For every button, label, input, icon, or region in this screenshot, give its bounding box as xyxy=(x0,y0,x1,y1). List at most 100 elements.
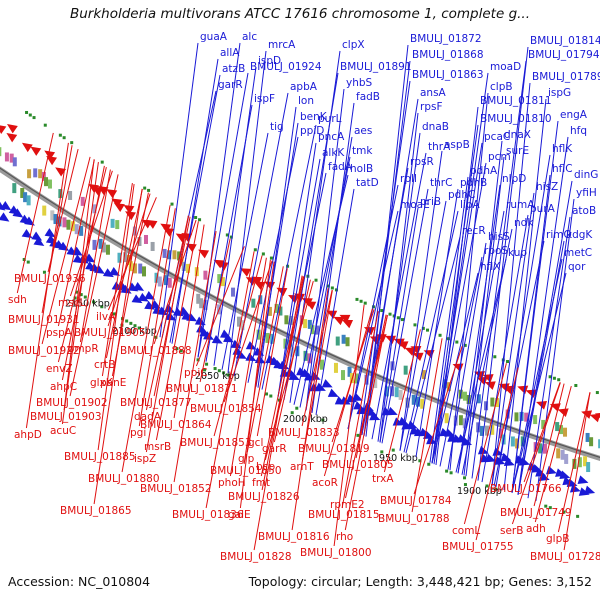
forward-gene-arrow xyxy=(559,470,571,480)
reverse-gene-arrow xyxy=(111,198,123,208)
kbp-tick-mark xyxy=(463,483,467,487)
reverse-gene-label: BMULJ_01905 xyxy=(74,327,146,339)
gene-feature-block xyxy=(42,205,47,216)
green-marker xyxy=(265,392,269,396)
reverse-gene-arrow xyxy=(240,268,252,277)
gene-feature-block xyxy=(373,378,378,389)
green-marker xyxy=(225,233,229,237)
gene-feature-block xyxy=(335,336,340,346)
forward-gene-leader-line xyxy=(197,72,249,358)
forward-gene-label: rimO xyxy=(546,229,572,241)
forward-gene-arrow xyxy=(131,294,143,304)
gene-feature-block xyxy=(278,306,283,316)
reverse-gene-label: BMULJ_01826 xyxy=(228,491,300,503)
gene-feature-block xyxy=(0,147,2,157)
gene-feature-block xyxy=(394,387,399,398)
gene-feature-block xyxy=(345,337,350,347)
forward-gene-label: ispF xyxy=(254,93,275,105)
reverse-gene-leader-line xyxy=(79,169,111,343)
green-marker xyxy=(125,319,129,323)
reverse-gene-label: galE xyxy=(228,509,251,521)
kbp-tick-label: 1950 kbp xyxy=(373,453,418,464)
kbp-tick-label: 2050 kbp xyxy=(195,371,240,382)
green-marker xyxy=(359,299,363,303)
forward-gene-arrow xyxy=(369,411,381,421)
reverse-gene-leader-line xyxy=(341,311,379,509)
reverse-gene-label: BMULJ_01854 xyxy=(190,403,262,415)
reverse-gene-label: BMULJ_01836 xyxy=(172,509,244,521)
green-marker xyxy=(485,484,489,488)
gene-feature-block xyxy=(163,275,168,286)
green-marker xyxy=(330,286,334,290)
kbp-tick-mark xyxy=(203,368,207,372)
forward-gene-label: hflX xyxy=(480,261,500,273)
reverse-gene-leader-line xyxy=(557,392,591,533)
green-marker xyxy=(269,394,273,398)
reverse-gene-leader-line xyxy=(463,363,507,525)
gene-feature-block xyxy=(462,418,467,429)
reverse-gene-arrow xyxy=(326,310,338,319)
gene-feature-block xyxy=(563,427,568,437)
green-marker xyxy=(548,375,552,379)
reverse-gene-leader-line xyxy=(121,205,171,473)
reverse-gene-label: BMULJ_01728 xyxy=(530,551,600,563)
forward-gene-arrow xyxy=(144,290,156,300)
reverse-gene-arrow xyxy=(557,408,569,417)
reverse-gene-label: bcp xyxy=(256,461,275,473)
reverse-gene-arrow xyxy=(213,259,225,269)
reverse-gene-label: BMULJ_01853 xyxy=(180,437,252,449)
reverse-gene-arrow xyxy=(484,381,496,390)
reverse-gene-leader-line xyxy=(345,315,388,499)
forward-gene-arrow xyxy=(24,216,35,226)
reverse-gene-leader-line xyxy=(63,159,95,411)
kbp-tick-label: 2100 kbp xyxy=(112,326,157,337)
forward-gene-label: tatD xyxy=(356,177,379,189)
forward-gene-arrow xyxy=(0,201,12,211)
forward-gene-leader-line xyxy=(449,92,489,471)
gene-feature-block xyxy=(341,334,346,344)
reverse-gene-label: acuC xyxy=(50,425,76,437)
gene-feature-block xyxy=(267,306,272,316)
forward-gene-arrow xyxy=(245,341,257,350)
gene-feature-block xyxy=(354,373,359,384)
gene-feature-block xyxy=(589,437,594,447)
forward-gene-leader-line xyxy=(399,200,447,451)
green-marker xyxy=(562,510,566,514)
forward-gene-label: rumA xyxy=(506,199,535,211)
reverse-gene-leader-line xyxy=(213,255,263,437)
forward-gene-leader-line xyxy=(431,162,487,464)
forward-gene-label: BMULJ_01811 xyxy=(480,95,552,107)
green-marker xyxy=(269,256,273,260)
forward-gene-leader-line xyxy=(399,150,443,451)
gene-feature-block xyxy=(411,394,416,405)
gene-feature-block xyxy=(58,189,63,199)
gene-feature-block xyxy=(577,457,582,468)
forward-gene-arrow xyxy=(33,236,45,247)
gene-feature-block xyxy=(117,252,122,263)
reverse-gene-label: BMULJ_01931 xyxy=(8,314,80,326)
reverse-gene-arrow xyxy=(502,385,514,395)
reverse-gene-label: rpmE2 xyxy=(330,499,365,511)
reverse-gene-leader-line xyxy=(107,193,151,327)
reverse-gene-label: BMULJ_01755 xyxy=(442,541,514,553)
forward-gene-leader-line xyxy=(439,256,483,467)
gene-feature-block xyxy=(123,252,128,263)
forward-gene-label: BMULJ_01794 xyxy=(528,49,600,61)
forward-gene-label: dnaB xyxy=(422,121,449,133)
forward-gene-leader-line xyxy=(447,242,487,470)
green-marker xyxy=(196,358,200,362)
gene-feature-block xyxy=(283,338,288,349)
gene-feature-block xyxy=(157,276,162,287)
gene-feature-block xyxy=(79,225,84,236)
reverse-gene-arrow xyxy=(21,142,33,153)
forward-gene-leader-line xyxy=(221,132,269,370)
gene-feature-block xyxy=(137,237,142,247)
reverse-gene-label: ahpD xyxy=(14,429,42,441)
forward-gene-leader-line xyxy=(305,136,353,411)
gene-feature-block xyxy=(320,359,325,370)
gene-feature-block xyxy=(333,362,338,373)
gene-feature-block xyxy=(533,415,538,425)
forward-gene-leader-line xyxy=(277,142,317,398)
